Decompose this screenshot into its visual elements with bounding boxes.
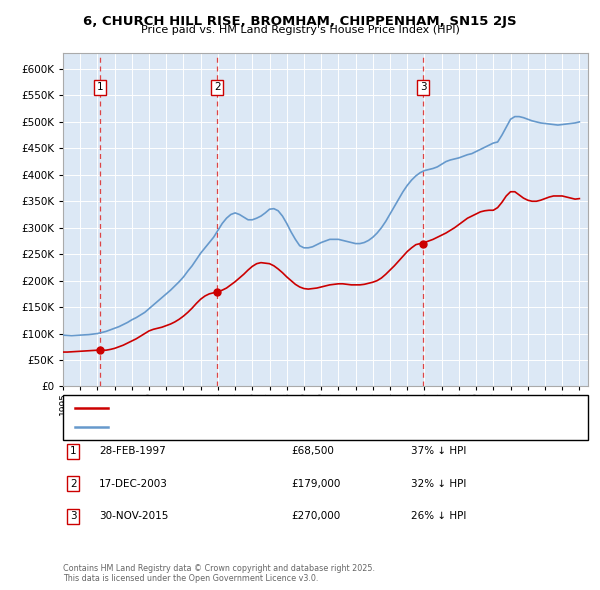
Text: 2: 2 [70,479,77,489]
Text: £179,000: £179,000 [291,479,340,489]
Text: 26% ↓ HPI: 26% ↓ HPI [411,512,466,521]
Text: 1: 1 [97,83,103,93]
Text: 3: 3 [70,512,77,521]
Text: 2: 2 [214,83,221,93]
Text: 6, CHURCH HILL RISE, BROMHAM, CHIPPENHAM, SN15 2JS: 6, CHURCH HILL RISE, BROMHAM, CHIPPENHAM… [83,15,517,28]
Text: £270,000: £270,000 [291,512,340,521]
Text: 37% ↓ HPI: 37% ↓ HPI [411,447,466,456]
Text: 17-DEC-2003: 17-DEC-2003 [99,479,168,489]
Text: Contains HM Land Registry data © Crown copyright and database right 2025.
This d: Contains HM Land Registry data © Crown c… [63,563,375,583]
Text: 1: 1 [70,447,77,456]
Text: 6, CHURCH HILL RISE, BROMHAM, CHIPPENHAM, SN15 2JS (detached house): 6, CHURCH HILL RISE, BROMHAM, CHIPPENHAM… [114,403,457,412]
Text: £68,500: £68,500 [291,447,334,456]
Text: HPI: Average price, detached house, Wiltshire: HPI: Average price, detached house, Wilt… [114,422,321,432]
Text: 3: 3 [420,83,427,93]
Text: 30-NOV-2015: 30-NOV-2015 [99,512,169,521]
Text: Price paid vs. HM Land Registry's House Price Index (HPI): Price paid vs. HM Land Registry's House … [140,25,460,35]
Text: 28-FEB-1997: 28-FEB-1997 [99,447,166,456]
Text: 32% ↓ HPI: 32% ↓ HPI [411,479,466,489]
